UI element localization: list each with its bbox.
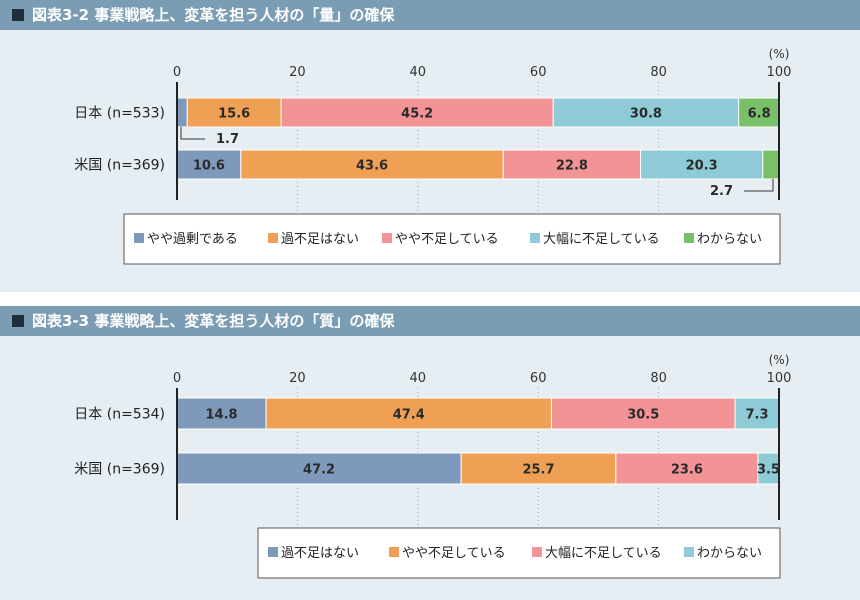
bar-segment — [550, 397, 736, 430]
title-square-icon — [12, 315, 24, 327]
bar-segment — [734, 397, 780, 430]
x-tick-label: 40 — [410, 65, 427, 80]
x-tick-label: 60 — [530, 371, 547, 386]
x-tick-label: 0 — [173, 371, 181, 386]
data-label: 6.8 — [748, 107, 771, 122]
legend-swatch — [134, 233, 144, 243]
legend-swatch — [684, 233, 694, 243]
data-label: 30.8 — [630, 107, 662, 122]
callout-line — [180, 127, 205, 140]
bar-segment — [762, 149, 780, 180]
legend-label: 過不足はない — [281, 546, 359, 561]
data-label: 1.7 — [216, 132, 239, 147]
legend-label: わからない — [697, 546, 762, 561]
category-label: 米国 (n=369) — [74, 462, 165, 478]
x-tick-label: 100 — [767, 65, 792, 80]
chart-title-bar: 図表3-2 事業戦略上、変革を担う人材の「量」の確保 — [0, 0, 860, 30]
category-label: 日本 (n=534) — [74, 407, 165, 423]
bar-segment — [186, 97, 282, 128]
chart-title: 図表3-3 事業戦略上、変革を担う人材の「質」の確保 — [32, 312, 395, 330]
legend-swatch — [268, 233, 278, 243]
data-label: 10.6 — [193, 159, 225, 174]
x-tick-label: 80 — [650, 371, 667, 386]
title-square-icon — [12, 9, 24, 21]
chart-title-bar: 図表3-3 事業戦略上、変革を担う人材の「質」の確保 — [0, 306, 860, 336]
data-label: 47.4 — [393, 408, 425, 423]
legend-swatch — [382, 233, 392, 243]
data-label: 15.6 — [218, 107, 250, 122]
legend-label: やや不足している — [402, 546, 506, 561]
data-label: 7.3 — [746, 408, 769, 423]
stacked-bar-chart-quality: (%) 0 20 40 60 80 100 日本 (n=534) 14.8 47.4 30.5 7.3… — [74, 353, 792, 579]
data-label: 25.7 — [522, 463, 554, 478]
bar-segment — [176, 452, 462, 485]
x-tick-label: 100 — [767, 371, 792, 386]
x-tick-label: 0 — [173, 65, 181, 80]
data-label: 45.2 — [401, 107, 433, 122]
legend-box — [123, 213, 781, 265]
chart-title: 図表3-2 事業戦略上、変革を担う人材の「量」の確保 — [32, 6, 395, 24]
data-label: 30.5 — [627, 408, 659, 423]
legend-swatch — [532, 547, 542, 557]
x-tick-label: 80 — [650, 65, 667, 80]
legend-swatch — [389, 547, 399, 557]
data-label: 20.3 — [686, 159, 718, 174]
bar-segment — [280, 97, 554, 128]
panel-divider — [0, 292, 860, 306]
legend-label: 過不足はない — [281, 232, 359, 247]
x-tick-label: 40 — [410, 371, 427, 386]
callout-line — [744, 179, 774, 192]
bar-segment — [265, 397, 552, 430]
legend-label: わからない — [697, 232, 762, 247]
legend-label: 大幅に不足している — [545, 546, 662, 561]
legend-swatch — [684, 547, 694, 557]
data-label: 3.5 — [757, 463, 780, 478]
data-label: 14.8 — [206, 408, 238, 423]
bar-segment — [552, 97, 740, 128]
legend-swatch — [268, 547, 278, 557]
x-tick-label: 20 — [289, 371, 306, 386]
x-tick-label: 20 — [289, 65, 306, 80]
data-label: 43.6 — [356, 159, 388, 174]
unit-label: (%) — [769, 47, 790, 61]
unit-label: (%) — [769, 353, 790, 367]
data-label: 22.8 — [556, 159, 588, 174]
bar-segment — [738, 97, 781, 128]
bar-segment — [240, 149, 504, 180]
category-label: 米国 (n=369) — [74, 158, 165, 174]
stacked-bar-chart-quantity: (%) 0 20 40 60 80 100 日本 (n=533) 15.6 45.2 30.8 6.8… — [74, 47, 792, 265]
data-label: 47.2 — [303, 463, 335, 478]
chart-panel-quality: 図表3-3 事業戦略上、変革を担う人材の「質」の確保 (%) 0 20 40 60 80 1… — [0, 306, 860, 600]
data-label: 23.6 — [671, 463, 703, 478]
legend-label: 大幅に不足している — [543, 232, 660, 247]
chart-panel-quantity: 図表3-2 事業戦略上、変革を担う人材の「量」の確保 (%) 0 20 40 60 80 1… — [0, 0, 860, 292]
legend-label: やや過剰である — [147, 232, 238, 247]
bar-segment — [176, 97, 188, 128]
bar-segment — [460, 452, 617, 485]
legend-label: やや不足している — [395, 232, 499, 247]
x-tick-label: 60 — [530, 65, 547, 80]
data-label: 2.7 — [710, 184, 733, 199]
legend-swatch — [530, 233, 540, 243]
category-label: 日本 (n=533) — [74, 106, 165, 122]
bar-segment — [615, 452, 759, 485]
